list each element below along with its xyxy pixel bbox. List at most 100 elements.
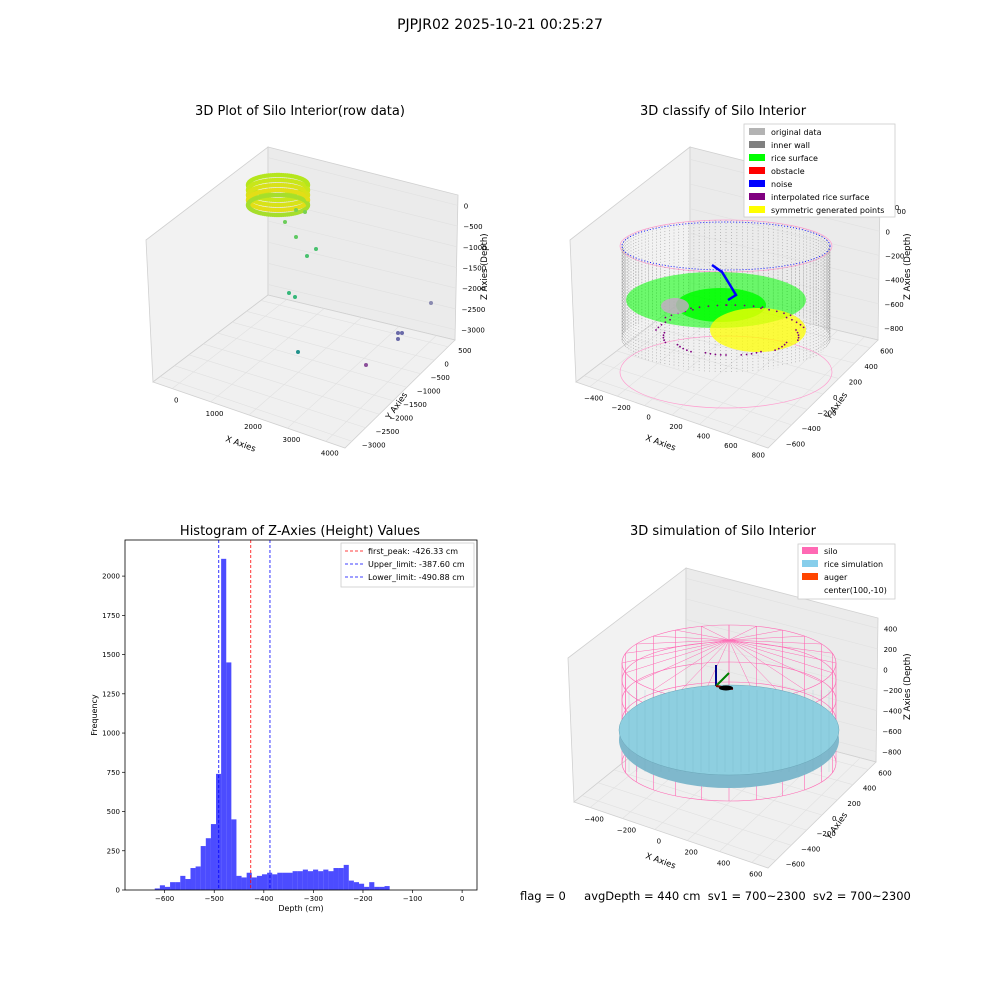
legend-swatch-0: [802, 547, 818, 554]
interpolated-point: [795, 329, 797, 331]
simulation-3d-plot: −400−20002004006006004002000−200−400−600…: [567, 543, 913, 879]
raw-grid-x: [325, 335, 437, 442]
legend-swatch-5: [749, 193, 765, 200]
interpolated-point: [783, 312, 785, 315]
histogram-ytick: 2000: [102, 573, 120, 581]
simulation-scene: [618, 624, 840, 802]
interpolated-point: [755, 351, 758, 354]
histogram-bar: [241, 877, 247, 890]
histogram-bar: [256, 875, 262, 890]
histogram-bar: [282, 872, 288, 890]
simulation-ticks: −400−20002004006006004002000−200−400−600…: [585, 625, 903, 878]
interpolated-point: [774, 349, 776, 352]
raw-grid-y: [203, 343, 394, 402]
raw-ytick: −1000: [417, 387, 441, 395]
interpolated-point: [679, 345, 681, 348]
histogram-bar: [175, 882, 181, 890]
raw-grid-y: [231, 321, 421, 375]
legend-label-1: Upper_limit: -387.60 cm: [368, 560, 465, 569]
interpolated-point: [743, 304, 746, 307]
raw-point: [305, 192, 311, 197]
sim-ytick: −400: [801, 845, 820, 853]
cls-grid-y: [584, 375, 776, 441]
silo-roof-rib: [625, 639, 730, 654]
sim-grid-z: [685, 619, 878, 670]
histogram-bar: [384, 886, 390, 890]
classify-legend: original data inner wall rice surface obsta…: [743, 123, 896, 218]
interpolated-point: [802, 326, 805, 329]
cls-ztick: 0: [886, 228, 890, 236]
simulation-ylabel: Y Axies: [824, 810, 851, 842]
raw-ticks: 010002000300040005000−500−1000−1500−2000…: [174, 202, 487, 457]
silo-roof-rib: [636, 639, 730, 683]
classify-scene: [619, 219, 833, 409]
pane-floor: [152, 294, 456, 449]
histogram-xtick: −600: [155, 895, 174, 903]
histogram-ytick: 1000: [102, 730, 120, 738]
cls-ytick: −600: [786, 440, 805, 448]
legend-swatch-1: [802, 560, 818, 567]
cls-grid-y: [600, 363, 792, 426]
simulation-zlabel: Z Axies (Depth): [903, 653, 913, 720]
cls-ztick-top: 00: [897, 208, 906, 216]
sim-ztick: 200: [884, 646, 897, 654]
raw-point: [294, 208, 298, 212]
interpolated-point: [664, 316, 667, 319]
histogram-title: Histogram of Z-Axies (Height) Values: [179, 524, 421, 539]
histogram-bars: [154, 558, 390, 890]
noise-cluster: [711, 263, 738, 302]
raw-3d-plot: 010002000300040005000−500−1000−1500−2000…: [145, 146, 490, 457]
sim-ztick: −800: [882, 749, 901, 757]
interpolated-point: [707, 305, 710, 308]
silo-roof-rib: [625, 639, 730, 674]
simulation-legend: silo rice simulation auger center(100,-10): [797, 543, 896, 600]
legend-swatch-1: [749, 141, 765, 148]
interpolated-point: [663, 331, 666, 334]
interpolated-point: [709, 352, 712, 355]
sim-ztick: −600: [882, 728, 901, 736]
silo-roof-rib: [675, 629, 730, 641]
silo-roof-rib: [728, 639, 783, 697]
histogram-ylabel: Frequency: [90, 694, 99, 736]
cls-xtick: −400: [584, 395, 603, 403]
sim-grid-z: [685, 577, 878, 629]
sim-grid-y: [581, 795, 776, 861]
interpolated-point: [664, 321, 667, 324]
histogram-bar: [323, 869, 329, 890]
sim-grid-y: [613, 769, 807, 831]
raw-point: [293, 295, 297, 299]
status-sv1: sv1 = 700~2300: [707, 889, 806, 903]
histogram-bar: [328, 871, 334, 890]
interpolated-point: [719, 354, 722, 356]
raw-grid-y: [246, 311, 435, 361]
raw-grid-y: [174, 365, 366, 429]
legend-label-1: rice simulation: [824, 560, 883, 569]
original-data-blob: [661, 298, 689, 314]
histogram-bar: [333, 868, 339, 890]
histogram-bar: [261, 874, 268, 890]
interpolated-point: [750, 352, 753, 355]
raw-point: [396, 337, 400, 341]
interpolated-point: [660, 323, 663, 326]
raw-point: [283, 220, 287, 224]
sim-ytick: 0: [832, 815, 836, 823]
interpolated-point: [686, 349, 688, 352]
interpolated-point: [669, 318, 671, 321]
sim-xtick: 0: [657, 838, 661, 846]
interpolated-point: [704, 351, 707, 354]
silo-roof-rib: [728, 635, 805, 641]
histogram-frame: [124, 539, 478, 891]
raw-point: [296, 350, 300, 354]
cls-ytick: 200: [849, 379, 862, 387]
raw-point: [305, 197, 311, 202]
silo-roof-rib: [653, 635, 730, 641]
interpolated-point: [698, 306, 701, 309]
interpolated-point: [655, 329, 657, 331]
legend-swatch-2: [802, 573, 818, 580]
histogram-bar: [159, 885, 165, 890]
histogram-ytick: 250: [107, 847, 120, 855]
legend-swatch-2: [749, 154, 765, 161]
raw-point: [396, 331, 400, 335]
sim-xtick: 400: [717, 860, 730, 868]
histogram-bar: [348, 880, 354, 890]
